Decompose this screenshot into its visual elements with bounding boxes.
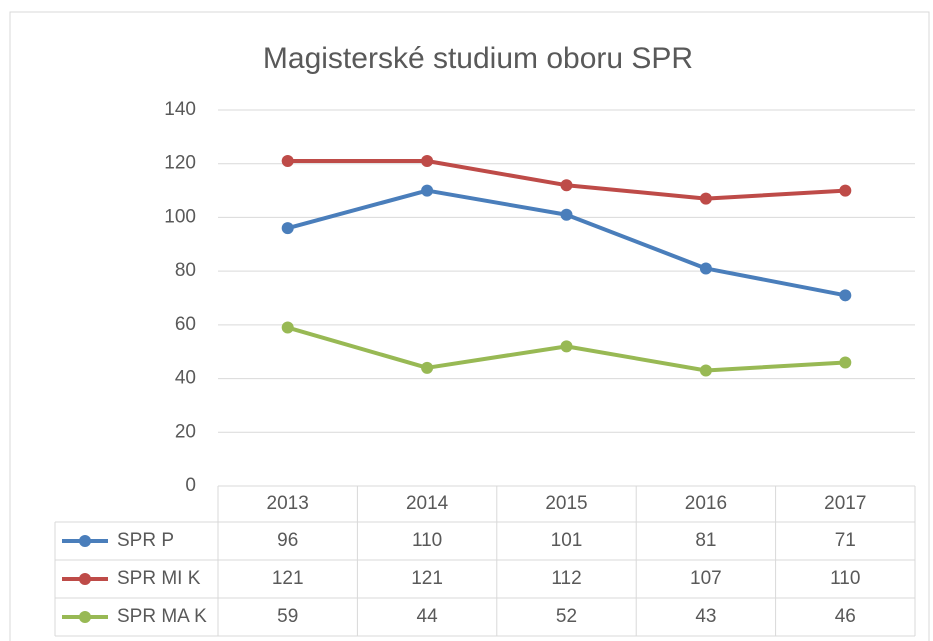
data-point [699,364,712,377]
y-tick-label: 140 [164,99,196,120]
data-point [281,155,294,168]
table-cell: 110 [412,530,442,551]
legend-key [79,535,91,547]
x-tick-label: 2013 [267,493,309,514]
y-tick-label: 120 [164,153,196,174]
table-cell: 121 [272,568,304,589]
data-point [560,179,573,192]
data-point [560,208,573,221]
y-tick-label: 40 [175,368,196,389]
chart-title: Magisterské studium oboru SPR [263,42,693,75]
data-point [421,184,434,197]
table-cell: 110 [830,568,860,589]
table-cell: 112 [551,568,581,589]
data-point [839,289,852,302]
y-tick-label: 20 [175,421,196,442]
y-tick-label: 80 [175,260,196,281]
y-tick-label: 100 [164,206,196,227]
data-point [699,262,712,275]
table-cell: 81 [695,530,716,551]
table-cell: 96 [277,530,298,551]
table-cell: 44 [417,606,439,627]
table-cell: 59 [277,606,298,627]
legend-key [79,611,91,623]
x-tick-label: 2015 [545,493,587,514]
table-cell: 101 [551,530,583,551]
x-tick-label: 2017 [824,493,866,514]
legend-label: SPR MI K [117,568,201,589]
y-tick-label: 60 [175,314,196,335]
data-point [421,155,434,168]
y-tick-label: 0 [185,475,196,496]
data-point [281,222,294,235]
table-cell: 107 [690,568,722,589]
data-point [699,192,712,205]
x-tick-label: 2014 [406,493,449,514]
data-point [421,361,434,374]
data-point [560,340,573,353]
legend-label: SPR MA K [117,606,207,627]
data-point [839,184,852,197]
x-tick-label: 2016 [685,493,727,514]
table-cell: 71 [835,530,856,551]
table-cell: 52 [556,606,577,627]
data-point [839,356,852,369]
table-cell: 121 [411,568,443,589]
data-point [281,321,294,334]
table-cell: 46 [835,606,856,627]
legend-key [79,573,91,585]
table-cell: 43 [695,606,716,627]
legend-label: SPR P [117,530,174,551]
